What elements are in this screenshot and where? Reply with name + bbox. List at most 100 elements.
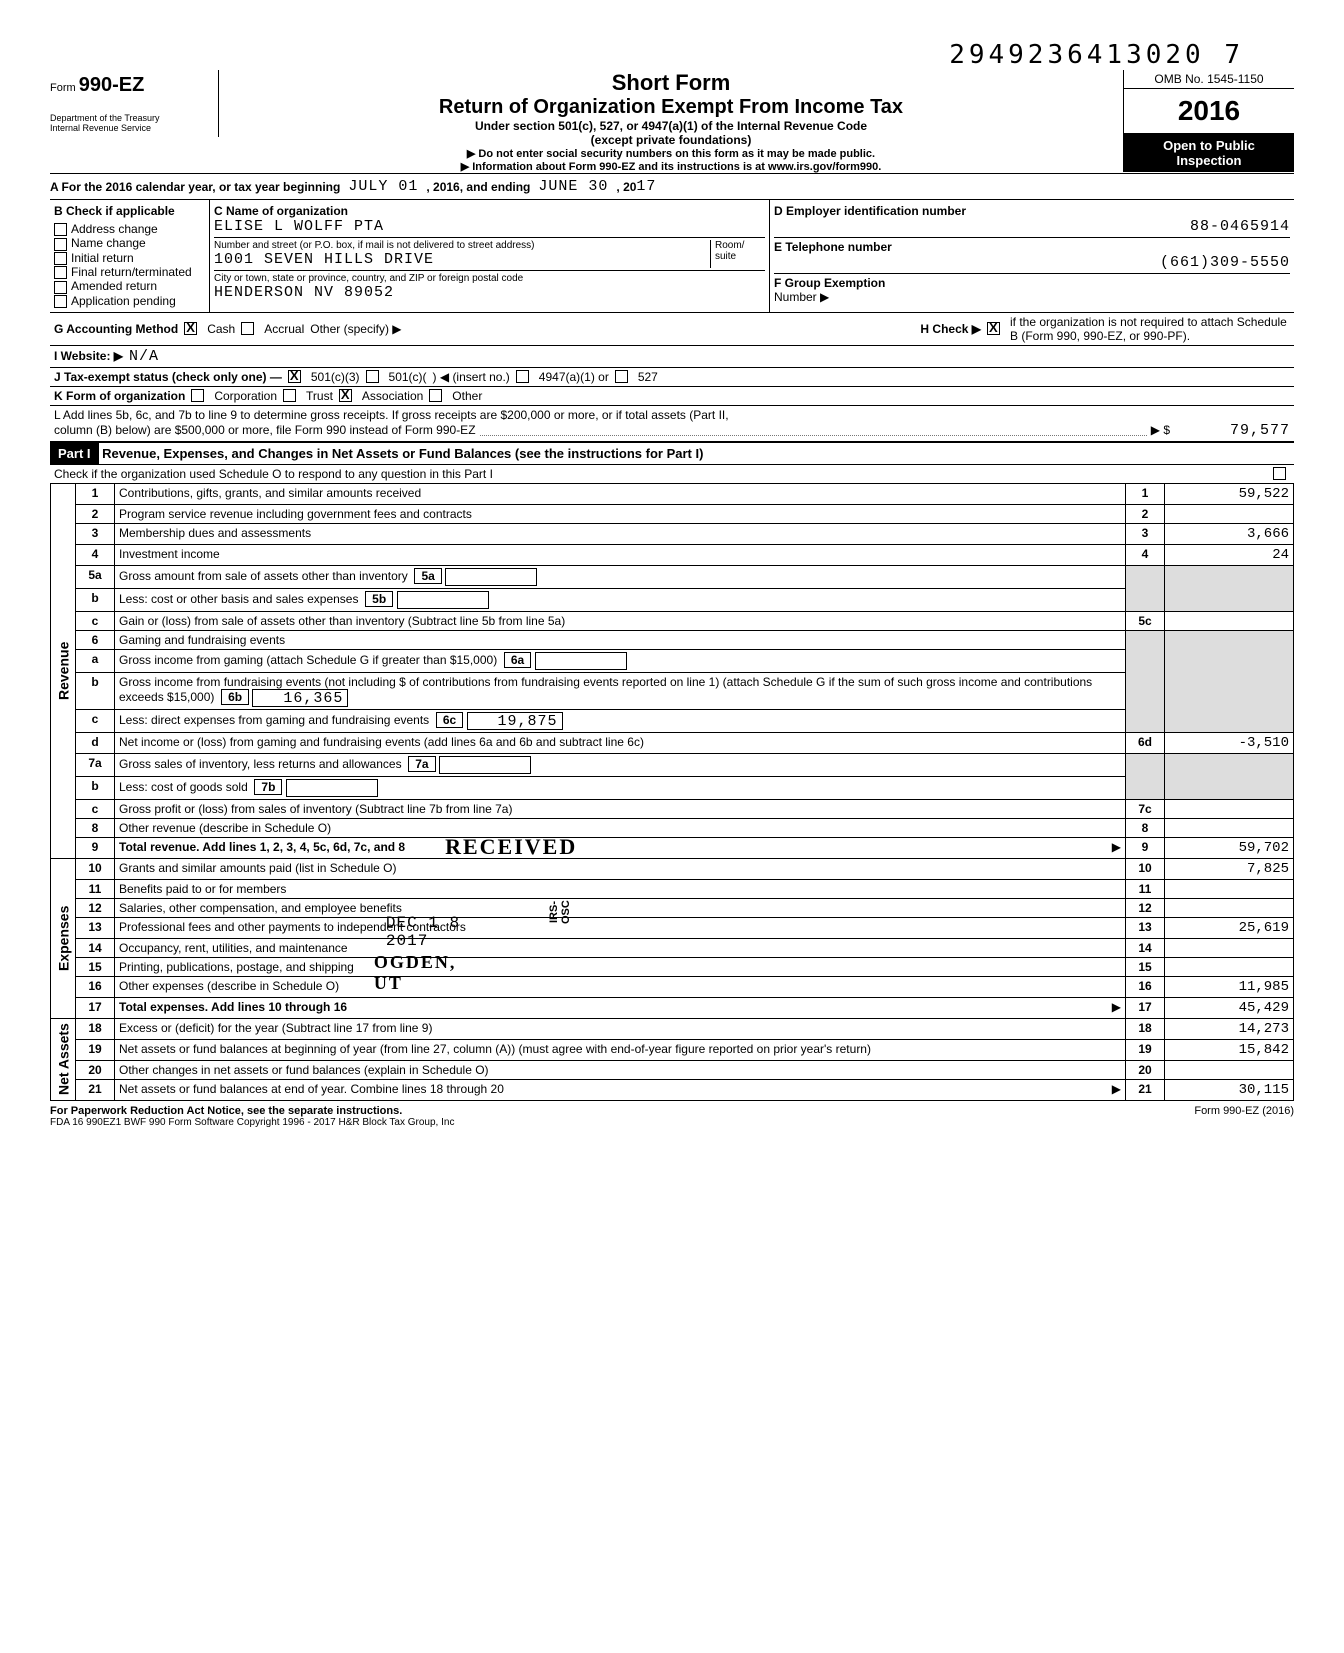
cb-final-return[interactable] bbox=[54, 266, 67, 279]
l4-box: 4 bbox=[1126, 544, 1165, 565]
l10-amt: 7,825 bbox=[1165, 858, 1294, 879]
l15-box: 15 bbox=[1126, 957, 1165, 976]
l15-amt bbox=[1165, 957, 1294, 976]
form-header: Form 990-EZ Department of the Treasury I… bbox=[50, 70, 1294, 173]
l12-num: 12 bbox=[76, 898, 115, 917]
line-a-mid: , 2016, and ending bbox=[426, 180, 530, 194]
l9-text: Total revenue. Add lines 1, 2, 3, 4, 5c,… bbox=[119, 840, 405, 854]
irs-stamp-number: 2949236413020 7 bbox=[50, 40, 1294, 70]
cb-501c3[interactable] bbox=[288, 370, 301, 383]
cb-527[interactable] bbox=[615, 370, 628, 383]
entity-header-grid: B Check if applicable Address change Nam… bbox=[50, 199, 1294, 312]
l21-arrow: ▶ bbox=[1112, 1082, 1121, 1096]
cb-trust[interactable] bbox=[283, 389, 296, 402]
l8-amt bbox=[1165, 818, 1294, 837]
l6-greyamt bbox=[1165, 630, 1294, 732]
cb-assoc[interactable] bbox=[339, 389, 352, 402]
website-value: N/A bbox=[129, 348, 159, 365]
org-name: ELISE L WOLFF PTA bbox=[214, 218, 765, 235]
form-number: 990-EZ bbox=[79, 74, 145, 96]
l13-num: 13 bbox=[76, 917, 115, 938]
l6-greybox bbox=[1126, 630, 1165, 732]
l8-num: 8 bbox=[76, 818, 115, 837]
form-id-block: Form 990-EZ Department of the Treasury I… bbox=[50, 70, 219, 137]
l10-num: 10 bbox=[76, 858, 115, 879]
l14-box: 14 bbox=[1126, 938, 1165, 957]
l13-box: 13 bbox=[1126, 917, 1165, 938]
f-label: F Group Exemption bbox=[774, 276, 885, 290]
cb-schedule-b[interactable] bbox=[987, 322, 1000, 335]
cb-address-change[interactable] bbox=[54, 223, 67, 236]
section-c: C Name of organization ELISE L WOLFF PTA… bbox=[210, 200, 770, 312]
l10-text: Grants and similar amounts paid (list in… bbox=[115, 858, 1126, 879]
l7a-text: Gross sales of inventory, less returns a… bbox=[119, 757, 402, 771]
l17-num: 17 bbox=[76, 997, 115, 1018]
l17-text: Total expenses. Add lines 10 through 16 bbox=[119, 1000, 347, 1014]
l1-text: Contributions, gifts, grants, and simila… bbox=[115, 483, 1126, 504]
l5-greybox bbox=[1126, 565, 1165, 611]
i-label: I Website: ▶ bbox=[54, 349, 123, 363]
cb-501c[interactable] bbox=[366, 370, 379, 383]
title-return: Return of Organization Exempt From Incom… bbox=[235, 96, 1107, 119]
part-1-badge: Part I bbox=[50, 443, 99, 464]
l6a-ib: 6a bbox=[504, 652, 531, 668]
k-label: K Form of organization bbox=[54, 389, 185, 403]
l21-text: Net assets or fund balances at end of ye… bbox=[119, 1082, 504, 1096]
l7c-box: 7c bbox=[1126, 799, 1165, 818]
footer-right: Form 990-EZ (2016) bbox=[1194, 1105, 1294, 1117]
l18-num: 18 bbox=[76, 1018, 115, 1039]
g-accrual: Accrual bbox=[264, 322, 304, 336]
l1-amt: 59,522 bbox=[1165, 483, 1294, 504]
l6d-amt: -3,510 bbox=[1165, 732, 1294, 753]
l4-text: Investment income bbox=[115, 544, 1126, 565]
received-stamp: RECEIVED bbox=[445, 834, 577, 860]
cb-name-change[interactable] bbox=[54, 238, 67, 251]
cb-initial-return[interactable] bbox=[54, 252, 67, 265]
cb-cash[interactable] bbox=[184, 322, 197, 335]
b-label: B Check if applicable bbox=[54, 204, 175, 218]
received-side: IRS-OSC bbox=[546, 890, 574, 934]
cb-app-pending[interactable] bbox=[54, 295, 67, 308]
l10-box: 10 bbox=[1126, 858, 1165, 879]
l7-greybox bbox=[1126, 753, 1165, 799]
cb-accrual[interactable] bbox=[241, 322, 254, 335]
l6b-inner-amt: 16,365 bbox=[252, 689, 348, 707]
cb-4947[interactable] bbox=[516, 370, 529, 383]
l3-amt: 3,666 bbox=[1165, 523, 1294, 544]
l19-num: 19 bbox=[76, 1039, 115, 1060]
l3-text: Membership dues and assessments bbox=[115, 523, 1126, 544]
l1-box: 1 bbox=[1126, 483, 1165, 504]
l11-amt bbox=[1165, 879, 1294, 898]
room-label: Room/ suite bbox=[710, 240, 765, 268]
l2-num: 2 bbox=[76, 504, 115, 523]
line-a-begin: JULY 01 bbox=[348, 178, 418, 195]
l16-box: 16 bbox=[1126, 976, 1165, 997]
l13-amt: 25,619 bbox=[1165, 917, 1294, 938]
cb-schedule-o[interactable] bbox=[1273, 467, 1286, 480]
l6b-ib: 6b bbox=[221, 689, 249, 705]
cb-corp[interactable] bbox=[191, 389, 204, 402]
open-public-1: Open to Public bbox=[1126, 138, 1292, 153]
l7a-ib: 7a bbox=[408, 756, 435, 772]
l11-text: Benefits paid to or for members bbox=[115, 879, 1126, 898]
part-1-check-text: Check if the organization used Schedule … bbox=[54, 467, 1267, 481]
l16-text: Other expenses (describe in Schedule O) bbox=[115, 976, 1126, 997]
f-label2: Number ▶ bbox=[774, 290, 829, 304]
l14-num: 14 bbox=[76, 938, 115, 957]
e-label: E Telephone number bbox=[774, 240, 892, 254]
g-label: G Accounting Method bbox=[54, 322, 178, 336]
l5a-num: 5a bbox=[76, 565, 115, 588]
b-item-5: Application pending bbox=[71, 294, 176, 308]
l5b-num: b bbox=[76, 588, 115, 611]
omb-number: OMB No. 1545-1150 bbox=[1124, 70, 1294, 89]
l5c-box: 5c bbox=[1126, 611, 1165, 630]
cb-other-org[interactable] bbox=[429, 389, 442, 402]
j-501c-b: ) ◀ (insert no.) bbox=[433, 370, 510, 384]
b-item-0: Address change bbox=[71, 222, 158, 236]
l6b-num: b bbox=[76, 672, 115, 709]
netassets-side-label: Net Assets bbox=[51, 1018, 76, 1100]
l7b-num: b bbox=[76, 776, 115, 799]
b-item-1: Name change bbox=[71, 236, 146, 250]
cb-amended[interactable] bbox=[54, 281, 67, 294]
footer-left: For Paperwork Reduction Act Notice, see … bbox=[50, 1105, 402, 1117]
